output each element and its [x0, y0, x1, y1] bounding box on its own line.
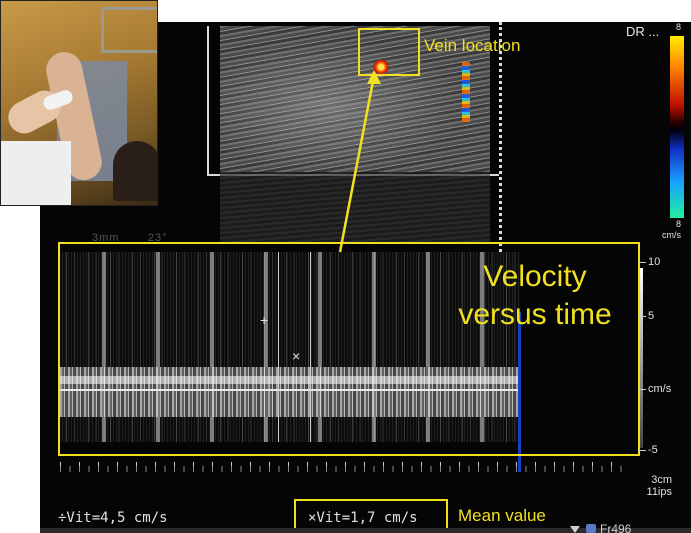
- vit-readout-right: ×Vit=1,7 cm/s: [308, 510, 418, 526]
- vscale-label-10: 10: [648, 256, 661, 268]
- vit-readout-left: ÷Vit=4,5 cm/s: [58, 510, 168, 526]
- faded-angle: 23°: [147, 232, 168, 244]
- color-scale-top: 8: [676, 22, 682, 32]
- spectrum-edge: [518, 312, 521, 472]
- mean-value-label: Mean value: [458, 506, 546, 525]
- caliper-line-right: [310, 252, 311, 442]
- vein-location-box: [358, 28, 420, 76]
- dr-label: DR ...: [626, 24, 660, 39]
- faded-depth: 3mm: [92, 232, 120, 244]
- color-doppler-strip: [462, 62, 470, 122]
- vscale-tick: [638, 450, 646, 451]
- spectrum-band: [60, 367, 520, 417]
- velocity-label-line2: versus time: [458, 297, 612, 331]
- photo-sleeve: [1, 141, 71, 205]
- spectrum-baseline: [60, 389, 520, 391]
- ultrasound-screen: Vein location DR ... 8 8 cm/s 3mm 23° + …: [40, 22, 691, 533]
- vscale-tick: [638, 316, 646, 317]
- photo-head: [113, 141, 157, 201]
- vscale-tick: [638, 389, 646, 390]
- bmode-lower-field: [220, 172, 490, 242]
- pointer-arrow: [338, 70, 381, 253]
- spectrum-bright-line: [60, 376, 520, 384]
- vscale-label-5: 5: [648, 310, 655, 322]
- depth-value: 3cm: [651, 474, 672, 486]
- photo-shelf: [101, 7, 157, 53]
- doppler-spectrum: + ×: [60, 252, 520, 442]
- probe-photo: [0, 0, 158, 206]
- velocity-label: Velocity versus time: [440, 258, 630, 333]
- caliper-line-left: [278, 252, 279, 442]
- velocity-scale-gradient: [640, 268, 643, 448]
- vscale-tick: [638, 262, 646, 263]
- vscale-label-neg5: -5: [648, 444, 658, 456]
- vein-location-label: Vein location: [424, 36, 521, 55]
- velocity-scale: 10 5 cm/s -5: [638, 254, 678, 464]
- mean-value-box: [294, 499, 448, 533]
- faded-settings: 3mm 23°: [92, 232, 168, 244]
- dropdown-triangle-icon: [570, 526, 580, 533]
- scan-line: [499, 22, 502, 252]
- bottom-bar: [40, 528, 691, 533]
- color-scale-unit: cm/s: [662, 230, 681, 240]
- bmode-image: [220, 26, 490, 172]
- velocity-box: [58, 242, 640, 456]
- color-scale-bottom: 8: [676, 219, 682, 229]
- depth-speed-label: 3cm 11ips: [636, 474, 672, 498]
- caliper-cursor-2: ×: [292, 348, 301, 364]
- doppler-vein-signal: [373, 60, 389, 74]
- velocity-label-line1: Velocity: [483, 260, 587, 293]
- caliper-cursor-1: +: [260, 312, 269, 328]
- frame-icon: [586, 524, 596, 533]
- time-axis-minor: [60, 466, 630, 472]
- frame-label: Fr496: [600, 522, 632, 533]
- vscale-label-unit: cm/s: [648, 383, 672, 395]
- ips-value: 11ips: [646, 486, 672, 499]
- color-scale-bar: [670, 36, 684, 218]
